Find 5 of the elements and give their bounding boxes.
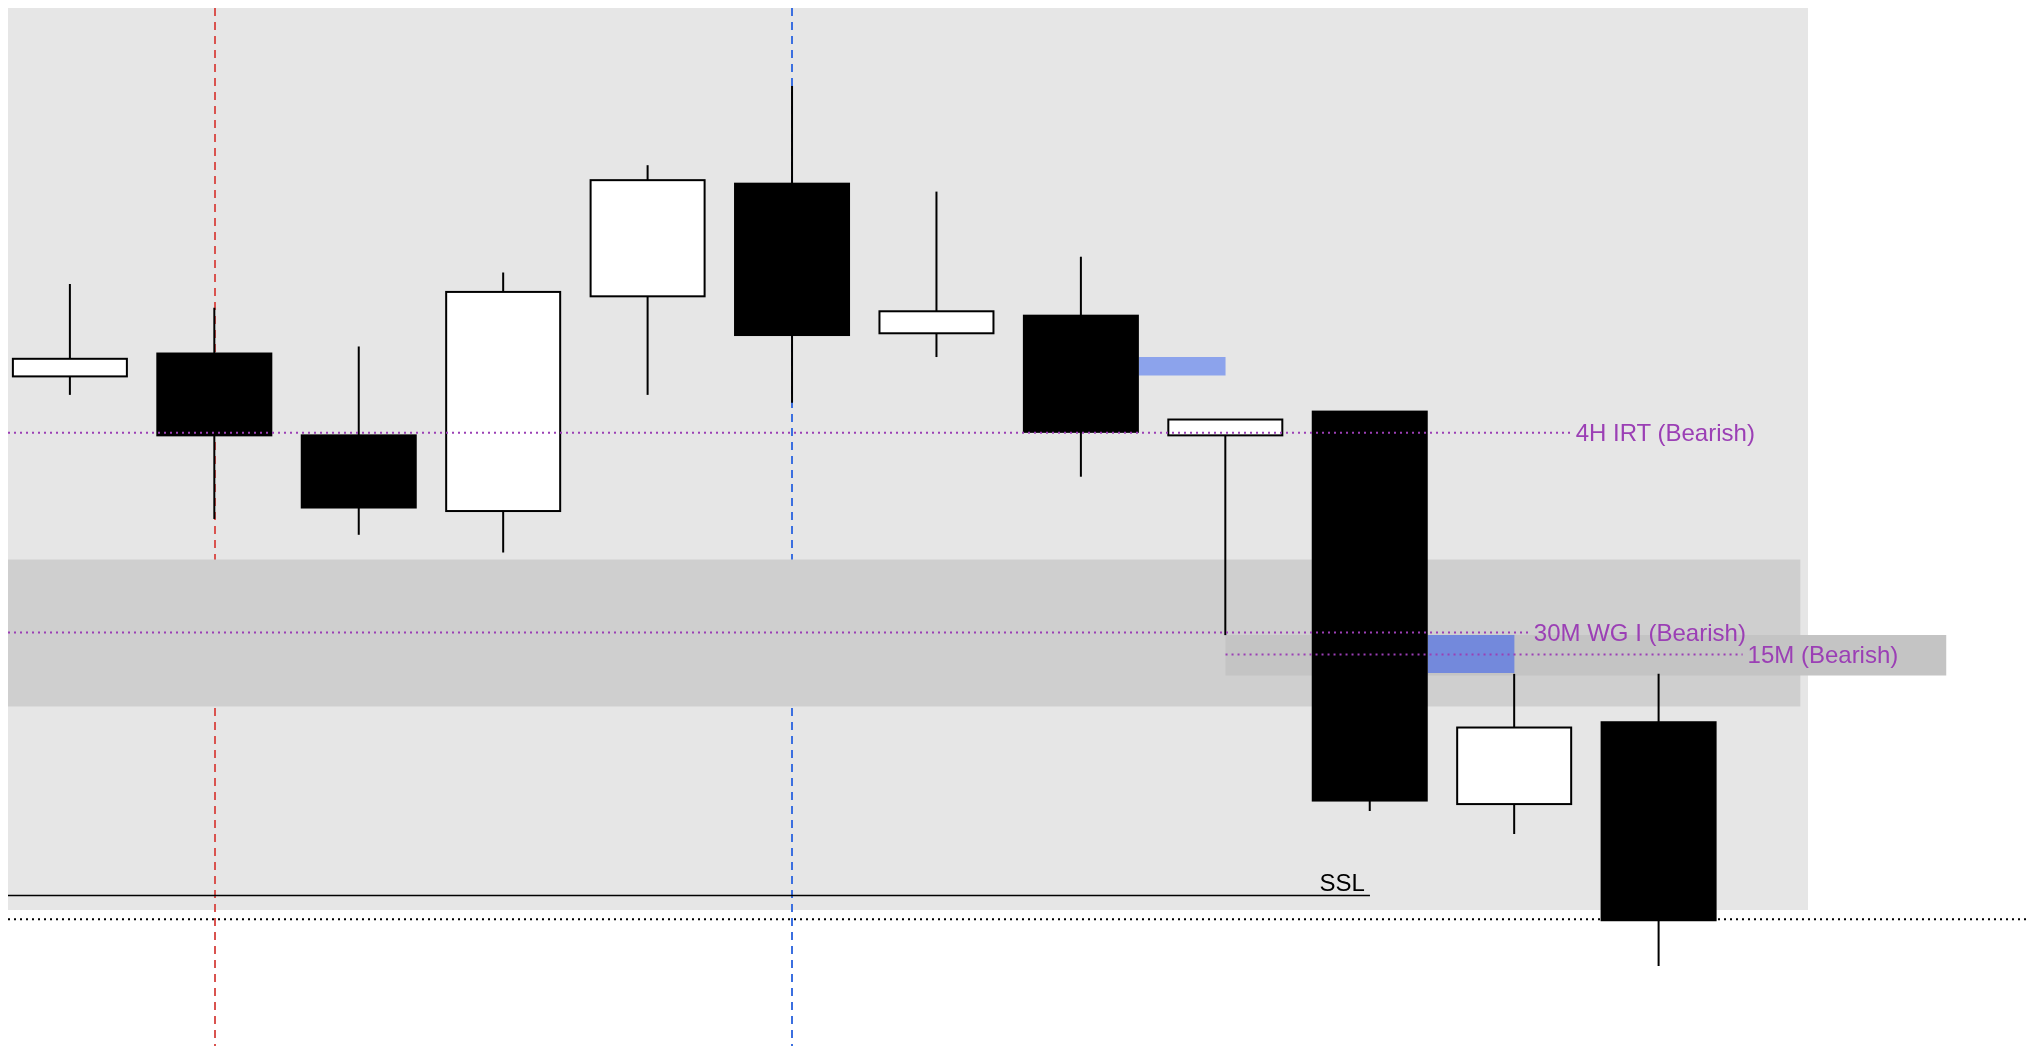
ref-line-label: SSL [1319, 868, 1365, 896]
ref-line-label: 30M WG I (Bearish) [1533, 619, 1746, 646]
candlestick [1167, 418, 1284, 637]
ref-line-label: 15M (Bearish) [1747, 641, 1899, 668]
ref-line-label: 4H IRT (Bearish) [1575, 419, 1755, 447]
